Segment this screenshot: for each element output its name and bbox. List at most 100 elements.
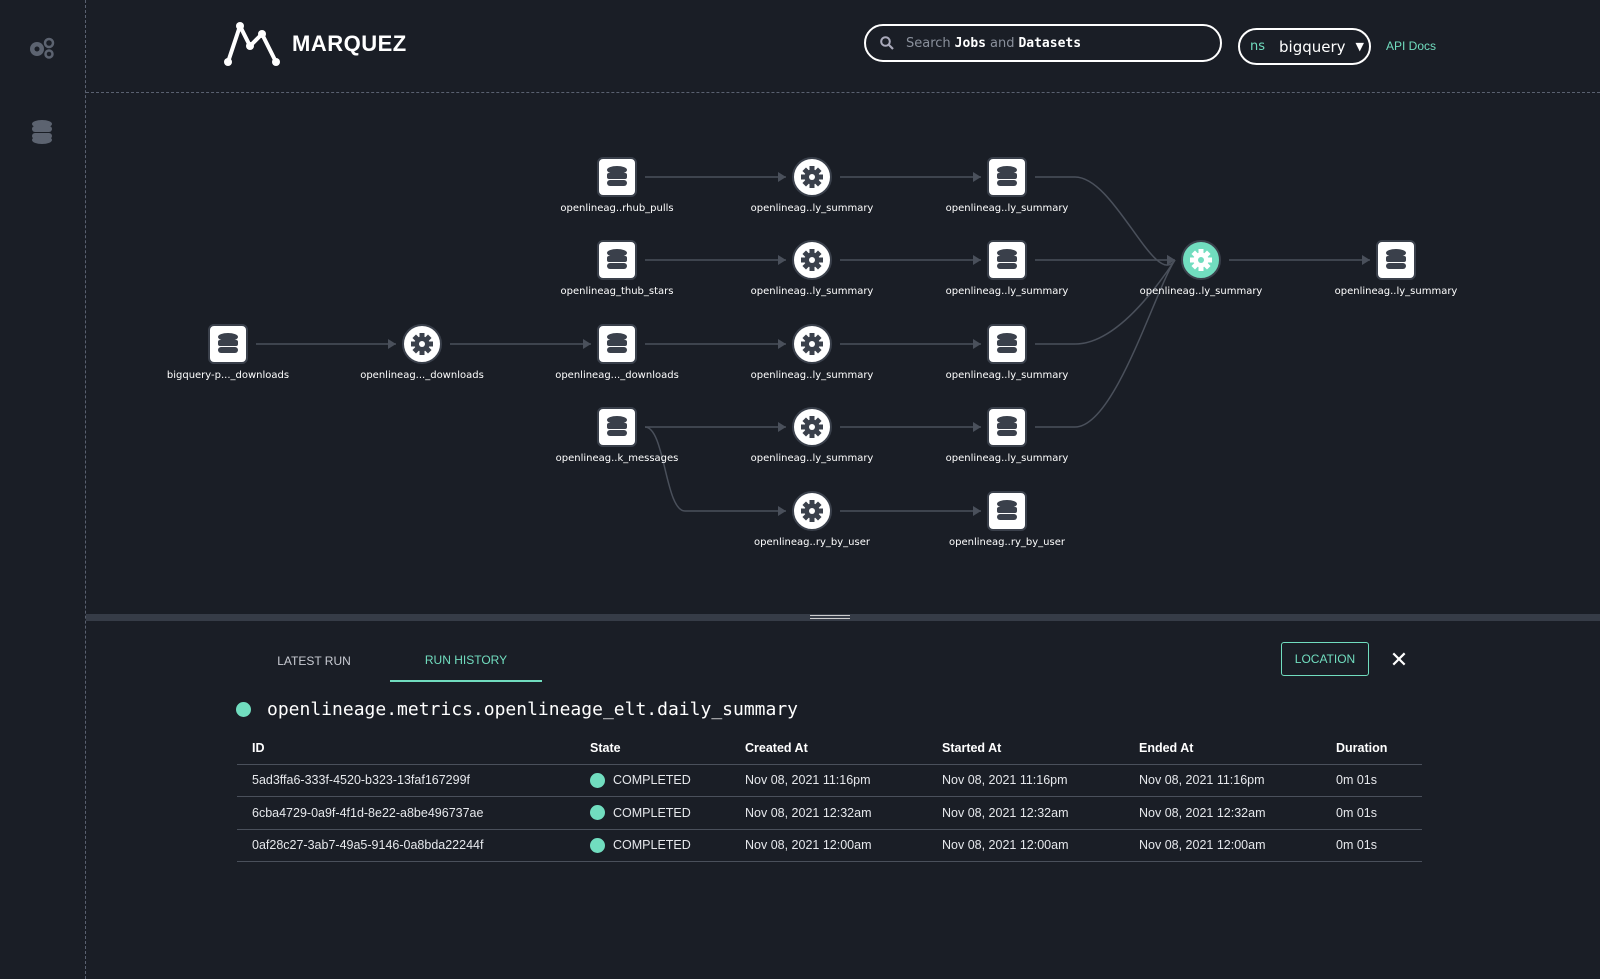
arrow-head-icon <box>778 422 786 432</box>
run-state: COMPLETED <box>575 829 730 862</box>
search-input[interactable]: Search Jobs and Datasets <box>864 24 1222 62</box>
dataset-node[interactable]: openlineag..._downloads <box>555 324 679 381</box>
node-label: openlineag..ly_summary <box>751 286 874 297</box>
dataset-node[interactable]: openlineag..ly_summary <box>946 157 1069 214</box>
node-label: openlineag..ly_summary <box>751 453 874 464</box>
gear-icon <box>801 333 823 355</box>
job-name: openlineage.metrics.openlineage_elt.dail… <box>267 699 799 720</box>
database-icon[interactable] <box>26 116 58 148</box>
dataset-node[interactable]: openlineag_thub_stars <box>560 240 674 297</box>
status-dot-icon <box>590 805 605 821</box>
status-dot-icon <box>590 772 605 788</box>
logo[interactable]: MARQUEZ <box>224 22 407 66</box>
tab-latest-run[interactable]: LATEST RUN <box>277 654 351 668</box>
table-row[interactable]: 5ad3ffa6-333f-4520-b323-13faf167299f COMP… <box>237 764 1422 797</box>
header: MARQUEZ Search Jobs and Datasets ns bigq… <box>86 0 1600 93</box>
job-node[interactable]: openlineag..ly_summary <box>751 324 874 381</box>
run-state: COMPLETED <box>575 796 730 830</box>
api-docs-link[interactable]: API Docs <box>1386 39 1437 53</box>
dataset-node[interactable]: bigquery-p..._downloads <box>167 324 289 381</box>
job-node[interactable]: openlineag..ly_summary <box>1140 240 1263 297</box>
ended-at: Nov 08, 2021 11:16pm <box>1124 764 1321 797</box>
node-label: openlineag..ly_summary <box>946 286 1069 297</box>
dataset-node[interactable]: openlineag..rhub_pulls <box>560 157 674 214</box>
table-row[interactable]: 0af28c27-3ab7-49a5-9146-0a8bda22244f COMP… <box>237 829 1422 862</box>
namespace-select[interactable]: ns bigquery ▼ <box>1238 28 1371 65</box>
ended-at: Nov 08, 2021 12:00am <box>1124 829 1321 862</box>
job-node[interactable]: openlineag..ly_summary <box>751 240 874 297</box>
database-icon <box>607 166 627 186</box>
started-at: Nov 08, 2021 12:00am <box>927 829 1124 862</box>
panel-resize-divider[interactable] <box>86 614 1600 621</box>
gear-icon <box>801 500 823 522</box>
sidebar <box>0 0 86 979</box>
tab-run-history[interactable]: RUN HISTORY <box>390 640 542 682</box>
graph-edge <box>644 426 786 512</box>
node-label: openlineag..ry_by_user <box>754 537 871 548</box>
node-label: openlineag..rhub_pulls <box>560 203 673 214</box>
node-label: openlineag..ly_summary <box>946 453 1069 464</box>
started-at: Nov 08, 2021 12:32am <box>927 796 1124 830</box>
created-at: Nov 08, 2021 12:32am <box>730 796 927 830</box>
status-dot-icon <box>236 702 251 717</box>
node-label: openlineag..ry_by_user <box>949 537 1066 548</box>
search-placeholder-datasets: Datasets <box>1018 35 1082 51</box>
database-icon <box>997 249 1017 269</box>
database-icon <box>607 333 627 353</box>
job-node[interactable]: openlineag..ly_summary <box>751 157 874 214</box>
close-icon[interactable]: ✕ <box>1389 648 1409 673</box>
lineage-graph[interactable]: bigquery-p..._downloads openlineag..._dow… <box>0 0 1600 612</box>
table-header-row: ID State Created At Started At Ended At … <box>237 732 1422 765</box>
namespace-prefix: ns <box>1250 39 1266 54</box>
node-label: openlineag_thub_stars <box>560 286 673 297</box>
column-created-at: Created At <box>730 732 927 765</box>
database-icon <box>997 166 1017 186</box>
app-name: MARQUEZ <box>292 31 407 56</box>
job-node[interactable]: openlineag..ry_by_user <box>754 491 871 548</box>
job-node[interactable]: openlineag..ly_summary <box>751 407 874 464</box>
duration: 0m 01s <box>1321 796 1422 830</box>
arrow-head-icon <box>583 339 591 349</box>
created-at: Nov 08, 2021 11:16pm <box>730 764 927 797</box>
node-label: openlineag..ly_summary <box>1140 286 1263 297</box>
column-ended-at: Ended At <box>1124 732 1321 765</box>
run-id: 6cba4729-0a9f-4f1d-8e22-a8be496737ae <box>237 796 575 830</box>
gear-icon <box>801 416 823 438</box>
gears-icon[interactable] <box>26 32 58 64</box>
arrow-head-icon <box>973 422 981 432</box>
marquez-logo-icon <box>224 22 280 66</box>
arrow-head-icon <box>778 506 786 516</box>
state-label: COMPLETED <box>613 838 691 853</box>
location-button[interactable]: LOCATION <box>1281 642 1369 676</box>
arrow-head-icon <box>778 172 786 182</box>
node-label: openlineag..k_messages <box>556 453 679 464</box>
dataset-node[interactable]: openlineag..ly_summary <box>946 407 1069 464</box>
duration: 0m 01s <box>1321 829 1422 862</box>
search-placeholder-prefix: Search <box>906 35 951 51</box>
database-icon <box>607 249 627 269</box>
dataset-node[interactable]: openlineag..ly_summary <box>946 324 1069 381</box>
status-dot-icon <box>590 837 605 853</box>
gear-icon <box>411 333 433 355</box>
arrow-head-icon <box>973 172 981 182</box>
namespace-value: bigquery <box>1279 37 1346 56</box>
graph-edge <box>1035 259 1176 345</box>
graph-edge <box>1035 176 1176 266</box>
dataset-node[interactable]: openlineag..ry_by_user <box>949 491 1066 548</box>
search-placeholder-jobs: Jobs <box>954 35 986 51</box>
database-icon <box>607 416 627 436</box>
chevron-down-icon: ▼ <box>1355 40 1364 53</box>
state-label: COMPLETED <box>613 805 691 820</box>
run-id: 0af28c27-3ab7-49a5-9146-0a8bda22244f <box>237 829 575 862</box>
dataset-node[interactable]: openlineag..ly_summary <box>1335 240 1458 297</box>
dataset-node[interactable]: openlineag..k_messages <box>556 407 679 464</box>
dataset-node[interactable]: openlineag..ly_summary <box>946 240 1069 297</box>
drag-handle-icon[interactable] <box>810 615 850 619</box>
job-node[interactable]: openlineag..._downloads <box>360 324 484 381</box>
run-state: COMPLETED <box>575 764 730 797</box>
database-icon <box>218 333 238 353</box>
node-label: openlineag..ly_summary <box>946 370 1069 381</box>
arrow-head-icon <box>1362 255 1370 265</box>
search-icon <box>880 36 894 50</box>
table-row[interactable]: 6cba4729-0a9f-4f1d-8e22-a8be496737ae COMP… <box>237 796 1422 830</box>
